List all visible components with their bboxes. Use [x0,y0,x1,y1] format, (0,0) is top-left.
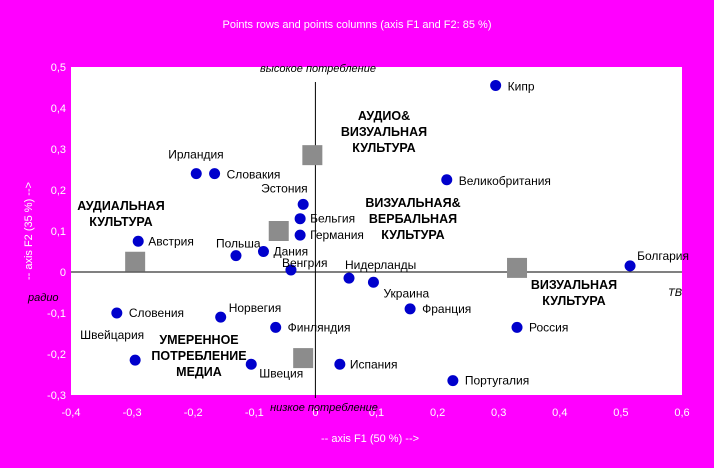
column-label: ВИЗУАЛЬНАЯ КУЛЬТУРА [531,278,617,308]
x-tick-label: -0,4 [62,407,81,419]
column-label: ВИЗУАЛЬНАЯ& ВЕРБАЛЬНАЯ КУЛЬТУРА [365,196,460,242]
row-label: Германия [310,228,364,242]
row-label: Великобритания [459,174,551,188]
row-marker [245,358,257,370]
y-tick-label: 0,1 [51,226,66,238]
row-marker [129,354,141,366]
row-label: Франция [422,302,471,316]
row-label: Дания [273,245,308,259]
row-marker [111,307,123,319]
row-marker [270,321,282,333]
row-marker [447,375,459,387]
y-tick-label: -0,3 [47,390,66,402]
column-label: УМЕРЕННОЕ ПОТРЕБЛЕНИЕ МЕДИА [151,333,246,379]
y-tick-labels: 0,5 0,4 0,3 0,2 0,1 0 -0,1 -0,2 -0,3 [47,62,66,402]
axes [71,82,682,398]
row-points: Кипр Великобритания Ирландия СловакияЭстони… [80,79,689,387]
row-marker [404,303,416,315]
row-label: Словакия [227,168,281,182]
row-label: Норвегия [229,301,282,315]
row-label: Украина [383,286,429,300]
y-top-label: высокое потребление [260,63,376,75]
row-marker [334,358,346,370]
y-tick-label: 0,4 [51,103,66,115]
row-marker [490,79,502,91]
x-tick-label: 0,1 [369,407,384,419]
row-label: Финляндия [288,320,351,334]
row-marker [624,260,636,272]
x-right-label: ТВ [668,287,682,299]
column-label: АУДИАЛЬНАЯ КУЛЬТУРА [77,199,165,229]
column-marker [293,348,314,369]
y-tick-label: 0,2 [51,185,66,197]
row-marker [215,311,227,323]
row-marker [294,229,306,241]
x-tick-label: 0 [312,407,318,419]
column-points: АУДИО& ВИЗУАЛЬНАЯ КУЛЬТУРА ВИЗУАЛЬНАЯ& ВЕРБА… [77,109,617,379]
row-label: Португалия [465,374,529,388]
y-tick-label: 0,5 [51,62,66,74]
column-marker [302,145,323,166]
y-tick-label: -0,2 [47,349,66,361]
x-tick-label: -0,3 [123,407,142,419]
y-tick-label: -0,1 [47,308,66,320]
row-label: Венгрия [282,256,328,270]
x-tick-label: -0,1 [245,407,264,419]
row-marker [297,198,309,210]
row-label: Эстония [261,181,308,195]
row-marker [367,276,379,288]
row-label: Болгария [637,249,689,263]
plot-area [71,67,682,395]
row-marker [343,272,355,284]
row-marker [294,213,306,225]
row-label: Кипр [508,79,535,93]
row-label: Ирландия [168,148,223,162]
row-marker [511,321,523,333]
column-marker [268,221,289,241]
y-axis-title: -- axis F2 (35 %) --> [23,182,35,280]
row-label: Швеция [259,366,303,380]
x-tick-label: 0,2 [430,407,445,419]
row-label: Швейцария [80,328,144,342]
row-label: Словения [129,306,184,320]
row-label: Австрия [148,234,194,248]
row-label: Польша [216,237,261,251]
x-tick-labels: -0,4 -0,3 -0,2 -0,1 0 0,1 0,2 0,3 0,4 0,5 0,6 [62,407,690,419]
row-marker [209,168,221,180]
column-marker [125,251,146,272]
row-label: Бельгия [310,212,355,226]
x-tick-label: 0,4 [552,407,567,419]
x-tick-label: 0,5 [613,407,628,419]
column-marker [507,257,528,278]
x-left-label: радио [27,292,59,304]
row-label: Россия [529,320,568,334]
chart-title: Points rows and points columns (axis F1 … [222,19,491,31]
row-marker [230,250,242,262]
x-tick-label: 0,6 [674,407,689,419]
x-tick-label: -0,2 [184,407,203,419]
row-marker [132,235,144,247]
row-label: Нидерланды [345,258,416,272]
column-label: АУДИО& ВИЗУАЛЬНАЯ КУЛЬТУРА [341,109,427,155]
y-tick-label: 0,3 [51,144,66,156]
row-marker [441,174,453,186]
y-bottom-label: низкое потребление [270,402,378,414]
x-tick-label: 0,3 [491,407,506,419]
row-marker [257,246,269,257]
y-tick-label: 0 [60,267,66,279]
row-marker [190,168,202,180]
x-axis-title: -- axis F1 (50 %) --> [321,433,419,445]
row-marker [285,264,297,276]
row-label: Испания [350,357,398,371]
